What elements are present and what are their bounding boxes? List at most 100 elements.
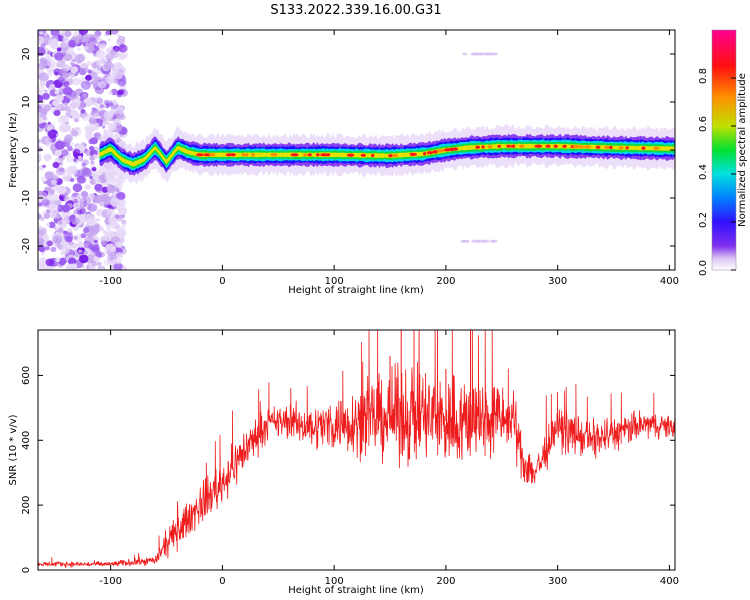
- noise-cell: [92, 173, 99, 180]
- noise-cell: [83, 126, 89, 131]
- noise-cell: [38, 197, 43, 203]
- x-tick-label: -100: [99, 276, 122, 287]
- noise-cell: [42, 122, 48, 127]
- noise-cell: [67, 145, 73, 152]
- ridge-hot-spot: [316, 153, 320, 157]
- ridge-hot-spot: [225, 153, 233, 157]
- noise-cell: [108, 102, 113, 106]
- snr-y-label: SNR (10 * v/v): [8, 414, 19, 485]
- noise-cell: [93, 101, 98, 106]
- ridge-hot-spot: [603, 145, 611, 149]
- noise-cell: [80, 213, 86, 218]
- noise-cell: [93, 194, 103, 204]
- snr-y-ticks: 0 200 400 600: [21, 366, 675, 573]
- noise-cell: [110, 247, 117, 252]
- noise-cell: [86, 61, 92, 67]
- noise-cell: [73, 209, 78, 214]
- noise-cell: [64, 102, 68, 106]
- noise-cell: [78, 197, 85, 204]
- noise-cell: [72, 148, 81, 156]
- noise-cell: [87, 113, 92, 118]
- ridge-hot-spot: [251, 153, 256, 157]
- noise-cell: [38, 35, 45, 45]
- ridge-hot-spot: [208, 153, 216, 157]
- snr-x-label: Height of straight line (km): [288, 585, 424, 596]
- noise-cell: [89, 163, 95, 168]
- noise-cell: [105, 120, 110, 125]
- noise-cell: [40, 176, 47, 182]
- noise-cell: [74, 43, 79, 47]
- noise-cell: [113, 262, 123, 270]
- noise-cell: [105, 174, 113, 181]
- noise-cell: [100, 235, 105, 240]
- ridge-hot-spot: [609, 145, 613, 150]
- ridge-hot-spot: [423, 152, 427, 156]
- ridge-hot-spot: [641, 146, 646, 150]
- noise-cell: [55, 133, 60, 137]
- noise-cell: [54, 71, 59, 76]
- noise-cell: [116, 252, 124, 259]
- side-feature-cell: [464, 239, 470, 243]
- colorbar-frame: [711, 29, 737, 271]
- noise-cell: [80, 233, 87, 239]
- noise-cell: [116, 34, 121, 38]
- noise-cell: [96, 97, 104, 104]
- noise-cell: [115, 106, 125, 115]
- noise-cell: [92, 229, 99, 235]
- noise-cell: [76, 175, 86, 184]
- noise-cell: [56, 59, 66, 68]
- noise-cell: [43, 212, 51, 219]
- x-tick-label: 0: [219, 576, 225, 587]
- noise-cell: [112, 63, 121, 71]
- noise-cell: [51, 179, 57, 186]
- noise-cell: [93, 239, 99, 244]
- x-tick-label: 200: [436, 576, 455, 587]
- noise-cell: [85, 254, 96, 264]
- noise-cell: [61, 72, 70, 79]
- noise-cell: [68, 257, 77, 265]
- noise-cell: [116, 241, 123, 248]
- noise-cell: [75, 203, 79, 207]
- side-feature-cell: [471, 239, 477, 243]
- ridge-hot-spot: [618, 146, 624, 150]
- colorbar-ticks: 0.0 0.2 0.4 0.6 0.8: [698, 68, 736, 276]
- noise-cell: [110, 88, 118, 96]
- noise-cell: [63, 53, 72, 62]
- ridge-hot-spot: [290, 153, 299, 157]
- ridge-hot-spot: [426, 151, 434, 155]
- noise-cell: [95, 49, 106, 59]
- noise-cell: [73, 233, 83, 242]
- noise-cell: [62, 86, 73, 96]
- noise-cell: [73, 35, 84, 44]
- noise-cell: [121, 223, 126, 227]
- x-tick-label: 100: [325, 576, 344, 587]
- x-tick-label: 100: [325, 276, 344, 287]
- noise-cell: [54, 149, 62, 157]
- figure-title: S133.2022.339.16.00.G31: [270, 3, 441, 18]
- noise-cell: [119, 133, 124, 138]
- noise-cell: [38, 94, 44, 103]
- noise-cell: [43, 154, 52, 162]
- colorbar-tick-label: 0.8: [698, 68, 709, 84]
- noise-cell: [67, 166, 78, 176]
- noise-cell: [55, 167, 66, 176]
- noise-cell: [52, 161, 60, 169]
- noise-cell: [94, 178, 101, 185]
- noise-cell: [52, 100, 59, 107]
- noise-cell: [103, 60, 114, 70]
- noise-cell: [61, 123, 72, 133]
- noise-cell: [80, 190, 89, 198]
- noise-cell: [63, 197, 69, 203]
- snr-series-line: [38, 330, 675, 569]
- spectrogram-x-ticks: -100 0 100 200 300 400: [99, 30, 679, 287]
- noise-cell: [72, 77, 81, 86]
- noise-cell: [50, 30, 60, 37]
- noise-cell: [112, 177, 123, 187]
- ridge-hot-spot: [625, 146, 629, 150]
- noise-cell: [38, 111, 41, 117]
- noise-cell: [65, 263, 74, 270]
- ridge-hot-spot: [475, 145, 481, 149]
- noise-cell: [44, 245, 50, 251]
- noise-cell: [118, 188, 122, 192]
- noise-cell: [46, 71, 53, 77]
